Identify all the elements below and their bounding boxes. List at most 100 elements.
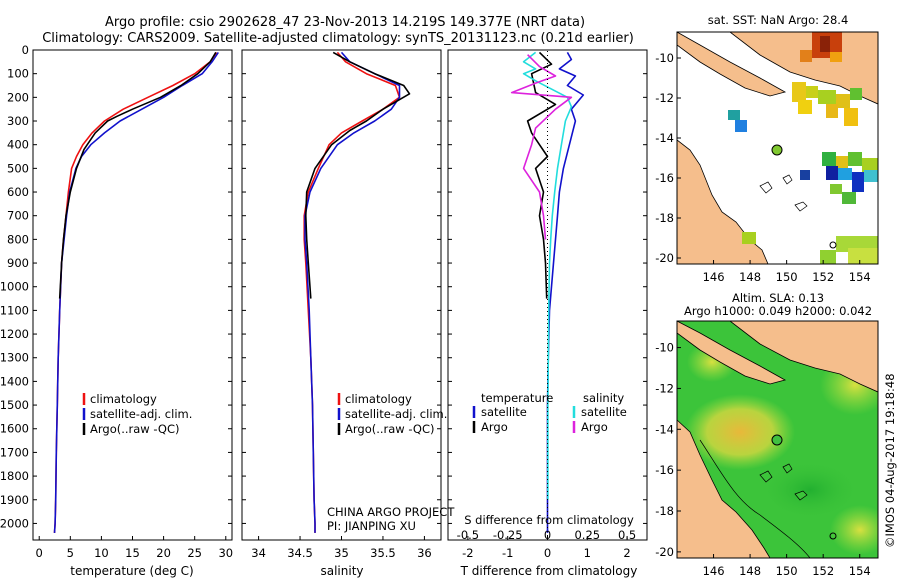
sla-map-frame — [676, 320, 879, 559]
depth-tick-label: 1700 — [0, 445, 29, 459]
salinity-panel-frame — [241, 49, 442, 541]
figure-subtitle: Climatology: CARS2009. Satellite-adjuste… — [42, 31, 634, 46]
series-line-satellite-adj-clim- — [304, 51, 401, 533]
sla-anomaly-south — [830, 505, 878, 555]
legend-satellite: satellite-adj. clim. — [345, 407, 447, 421]
series-line-climatology — [53, 51, 218, 533]
sst-map-frame — [676, 31, 879, 265]
map-y-tick-label: -14 — [655, 422, 674, 436]
x-tick-label: -1 — [502, 546, 513, 560]
depth-tick-label: 200 — [7, 90, 29, 104]
s-diff-tick-label: -0.25 — [493, 528, 523, 542]
depth-tick-label: 1500 — [0, 398, 29, 412]
sst-pixels — [728, 32, 878, 264]
bathymetry-contour — [699, 439, 811, 558]
map-y-tick-label: -10 — [655, 51, 674, 65]
depth-tick-label: 1300 — [0, 351, 29, 365]
temperature-x-axis: 0 5 10 15 20 25 30 — [36, 536, 233, 560]
depth-tick-label: 700 — [7, 209, 29, 223]
map-y-tick-label: -18 — [655, 211, 674, 225]
map-x-tick-label: 146 — [703, 270, 725, 284]
legend-satellite: satellite-adj. clim. — [90, 407, 192, 421]
map-y-tick-label: -16 — [655, 171, 674, 185]
project-pi: PI: JIANPING XU — [327, 519, 416, 533]
sla-map-subtitle: Argo h1000: 0.049 h2000: 0.042 — [684, 304, 872, 318]
depth-tick-label: 0 — [22, 43, 29, 57]
sla-map — [677, 321, 878, 558]
legend-t-argo: Argo — [481, 420, 508, 434]
depth-tick-label: 2000 — [0, 516, 29, 530]
map-y-tick-label: -20 — [655, 251, 674, 265]
legend-climatology: climatology — [345, 392, 412, 406]
sst-small-marker — [829, 241, 837, 249]
depth-tick-label: 1600 — [0, 422, 29, 436]
depth-tick-label: 600 — [7, 185, 29, 199]
figure-title: Argo profile: csio 2902628_47 23-Nov-201… — [105, 15, 585, 30]
credit-text: ©IMOS 04-Aug-2017 19:18:48 — [883, 373, 897, 548]
map-x-tick-label: 152 — [812, 564, 834, 578]
depth-tick-label: 1400 — [0, 374, 29, 388]
x-tick-label: 5 — [67, 546, 74, 560]
map-x-tick-label: 154 — [849, 270, 871, 284]
x-tick-label: 34.5 — [287, 546, 313, 560]
depth-tick-label: 1900 — [0, 493, 29, 507]
sla-low-anomaly — [760, 460, 860, 520]
x-tick-label: 0 — [36, 546, 43, 560]
x-tick-label: 34 — [251, 546, 266, 560]
legend-argo: Argo(..raw -QC) — [90, 422, 180, 436]
map-x-tick-label: 154 — [849, 564, 871, 578]
map-y-tick-label: -12 — [655, 91, 674, 105]
legend-t-satellite: satellite — [481, 405, 527, 419]
sst-map-title: sat. SST: NaN Argo: 28.4 — [708, 13, 849, 27]
x-tick-label: 36 — [417, 546, 432, 560]
depth-tick-label: 1100 — [0, 303, 29, 317]
series-line-satellite-adj-clim- — [53, 51, 219, 533]
sla-map-title: Altim. SLA: 0.13 — [732, 291, 824, 305]
x-tick-label: 10 — [94, 546, 109, 560]
legend-salinity-title: salinity — [583, 391, 624, 405]
legend-s-argo: Argo — [581, 420, 608, 434]
reef-islands — [759, 463, 808, 501]
reef-islands — [759, 174, 808, 212]
png-landmass — [677, 321, 878, 393]
legend-temperature-title: temperature — [481, 391, 553, 405]
sst-map-axes: 146 148 150 152 154 -10 -12 -14 -16 -18 -20 — [655, 51, 871, 284]
salinity-axis-label: salinity — [320, 564, 363, 578]
s-diff-tick-label: 0.5 — [618, 528, 636, 542]
depth-tick-label: 800 — [7, 232, 29, 246]
temperature-axis-label: temperature (deg C) — [70, 564, 193, 578]
depth-tick-label: 900 — [7, 256, 29, 270]
x-tick-label: -2 — [462, 546, 473, 560]
t-difference-x-axis: -2 -1 0 1 2 — [462, 536, 631, 560]
series-line-argo — [304, 51, 411, 299]
x-tick-label: 30 — [218, 546, 233, 560]
map-y-tick-label: -20 — [655, 545, 674, 559]
series-line-salinity-argo — [510, 54, 573, 240]
map-y-tick-label: -12 — [655, 381, 674, 395]
sst-argo-marker — [771, 144, 783, 156]
australia-landmass — [677, 419, 771, 558]
map-y-tick-label: -10 — [655, 341, 674, 355]
depth-tick-label: 100 — [7, 67, 29, 81]
series-line-salinity-satellite — [522, 51, 573, 500]
x-tick-label: 2 — [623, 546, 630, 560]
map-x-tick-label: 148 — [739, 564, 761, 578]
map-y-tick-label: -16 — [655, 463, 674, 477]
salinity-legend: climatology satellite-adj. clim. Argo(..… — [337, 392, 447, 436]
project-name: CHINA ARGO PROJECT — [327, 505, 455, 519]
map-x-tick-label: 150 — [776, 270, 798, 284]
x-tick-label: 1 — [584, 546, 591, 560]
x-tick-label: 0 — [544, 546, 551, 560]
map-x-tick-label: 150 — [776, 564, 798, 578]
s-diff-tick-label: 0.25 — [574, 528, 600, 542]
profile-series — [53, 51, 585, 533]
map-x-tick-label: 146 — [703, 564, 725, 578]
depth-tick-label: 1000 — [0, 280, 29, 294]
legend-climatology: climatology — [90, 392, 157, 406]
australia-landmass — [677, 139, 769, 264]
map-y-tick-label: -14 — [655, 131, 674, 145]
sla-small-marker — [829, 532, 837, 540]
legend-argo: Argo(..raw -QC) — [345, 422, 435, 436]
x-tick-label: 20 — [156, 546, 171, 560]
